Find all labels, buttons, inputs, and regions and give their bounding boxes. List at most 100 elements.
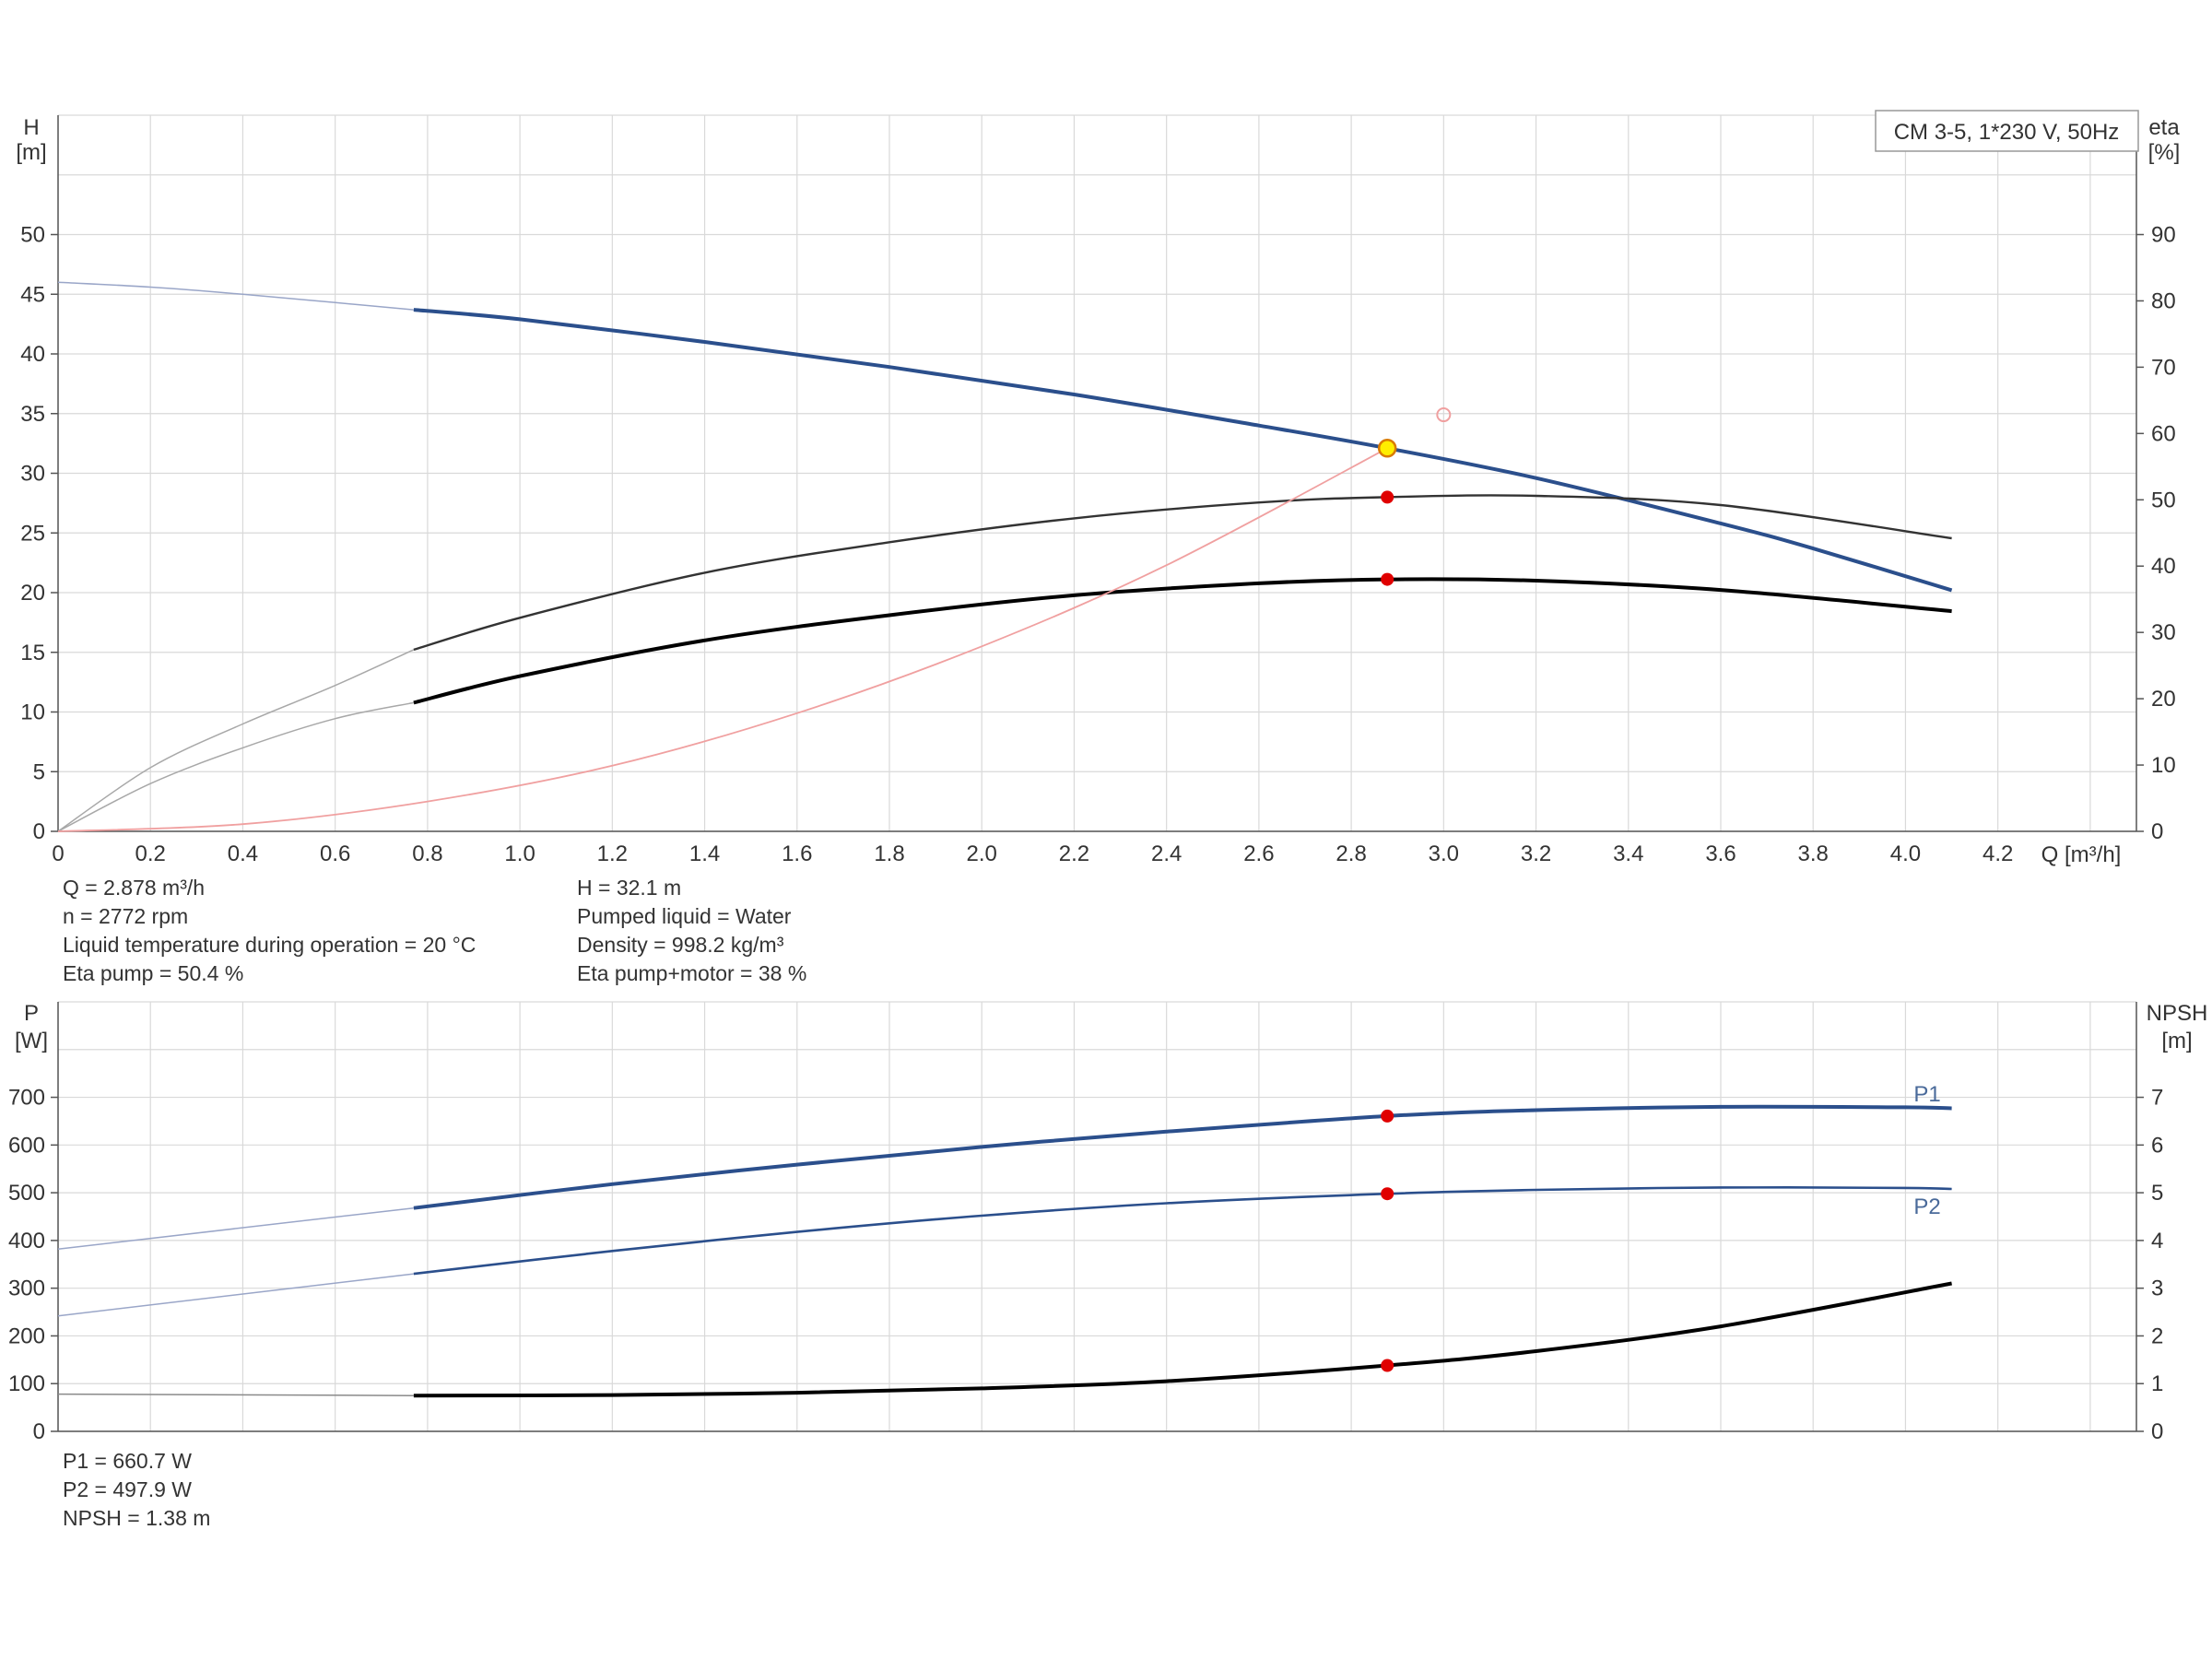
y-left-tick-label: 0 <box>33 819 45 844</box>
x-tick-label: 3.8 <box>1798 841 1829 866</box>
top-chart-curves <box>57 281 1953 832</box>
npsh-duty-marker <box>1381 1359 1394 1372</box>
info-eta-pump-motor: Eta pump+motor = 38 % <box>577 961 807 985</box>
y-left-tick-label: 20 <box>20 581 45 606</box>
info-npsh: NPSH = 1.38 m <box>63 1506 211 1530</box>
y-right-title-1: eta <box>2148 115 2180 140</box>
x-tick-label: 1.0 <box>504 841 535 866</box>
x-tick-label: 4.2 <box>1983 841 2013 866</box>
eta-pump-motor-extension-curve <box>57 701 415 832</box>
info-power: P1 = 660.7 W P2 = 497.9 W NPSH = 1.38 m <box>63 1447 210 1533</box>
bottom-chart-curves <box>57 1104 1952 1398</box>
y-right-tick-label: 6 <box>2151 1133 2163 1158</box>
npsh-extension-curve <box>57 1393 414 1396</box>
y-left-tick-label: 50 <box>20 223 45 248</box>
y-right-tick-label: 5 <box>2151 1181 2163 1206</box>
head-extension-curve <box>57 281 414 311</box>
x-tick-label: 1.6 <box>782 841 812 866</box>
y-right-tick-label: 60 <box>2151 421 2176 446</box>
y-left-tick-label: 700 <box>8 1086 45 1111</box>
y-right-unit-1: [%] <box>2148 140 2181 165</box>
y-left-tick-label: 10 <box>20 700 45 725</box>
duty-point-marker <box>1377 439 1397 458</box>
y-right-tick-label: 10 <box>2151 753 2176 778</box>
y-left-title-1: H <box>23 115 39 140</box>
y-left-unit-2: [W] <box>15 1029 48 1053</box>
p1-duty-marker <box>1381 1109 1394 1123</box>
y-left-tick-label: 25 <box>20 521 45 546</box>
info-column-right: H = 32.1 m Pumped liquid = Water Density… <box>577 874 806 988</box>
x-tick-label: 2.0 <box>967 841 997 866</box>
y-right-tick-label: 20 <box>2151 687 2176 712</box>
system-curve-curve <box>57 447 1388 832</box>
y-left-tick-label: 30 <box>20 462 45 487</box>
y-right-tick-label: 0 <box>2151 1419 2163 1444</box>
series-label-p2: P2 <box>1913 1194 1940 1219</box>
bottom-chart-markers <box>1381 1109 1394 1372</box>
y-left-tick-label: 5 <box>33 759 45 784</box>
top-chart-ticks: 0 0.2 0.4 0.6 0.8 1.0 1.2 1.4 1.6 1.8 2.0 2.2 2.4 2.6… <box>20 223 2175 867</box>
y-right-tick-label: 1 <box>2151 1371 2163 1396</box>
info-flow: Q = 2.878 m³/h <box>63 876 206 900</box>
y-right-tick-label: 0 <box>2151 819 2163 844</box>
x-tick-label: 1.2 <box>597 841 628 866</box>
y-right-unit-2: [m] <box>2161 1029 2192 1053</box>
y-left-tick-label: 200 <box>8 1324 45 1348</box>
y-right-tick-label: 50 <box>2151 488 2176 512</box>
series-0-extension-curve <box>57 1206 414 1250</box>
x-tick-label: 0.6 <box>320 841 350 866</box>
y-left-tick-label: 600 <box>8 1133 45 1158</box>
x-axis-title: Q [m³/h] <box>2041 842 2122 867</box>
y-right-tick-label: 80 <box>2151 288 2176 313</box>
bottom-chart-grid <box>57 1001 2137 1432</box>
info-p2: P2 = 497.9 W <box>63 1477 192 1501</box>
legend-box <box>1875 110 2139 152</box>
y-left-tick-label: 500 <box>8 1181 45 1206</box>
series-label-p1: P1 <box>1913 1082 1940 1107</box>
info-density: Density = 998.2 kg/m³ <box>577 933 784 957</box>
y-left-tick-label: 45 <box>20 282 45 307</box>
x-tick-label: 2.2 <box>1059 841 1089 866</box>
legend-text: CM 3-5, 1*230 V, 50Hz <box>1894 120 2120 145</box>
y-right-tick-label: 3 <box>2151 1277 2163 1301</box>
series-0-curve <box>413 1104 1952 1210</box>
x-tick-label: 1.8 <box>874 841 904 866</box>
x-tick-label: 3.6 <box>1705 841 1735 866</box>
head-curve <box>413 308 1953 593</box>
y-left-tick-label: 40 <box>20 342 45 367</box>
y-left-tick-label: 0 <box>33 1419 45 1444</box>
info-p1: P1 = 660.7 W <box>63 1449 192 1473</box>
info-head: H = 32.1 m <box>577 876 682 900</box>
x-tick-label: 1.4 <box>689 841 720 866</box>
efficiency-marker <box>1381 490 1394 504</box>
info-eta-pump: Eta pump = 50.4 % <box>63 961 244 985</box>
x-tick-label: 3.2 <box>1521 841 1551 866</box>
eta-pump-extension-curve <box>57 649 415 832</box>
y-right-title-2: NPSH <box>2147 1001 2208 1026</box>
y-right-tick-label: 90 <box>2151 223 2176 248</box>
npsh-curve <box>413 1281 1952 1398</box>
info-liquid-temperature: Liquid temperature during operation = 20… <box>63 933 477 957</box>
x-tick-label: 2.6 <box>1243 841 1274 866</box>
eta-pump-curve <box>413 494 1952 652</box>
y-right-tick-label: 70 <box>2151 355 2176 380</box>
p2-duty-marker <box>1381 1187 1394 1201</box>
top-chart-grid <box>57 114 2137 832</box>
y-right-tick-label: 40 <box>2151 554 2176 579</box>
y-left-tick-label: 15 <box>20 641 45 665</box>
x-tick-label: 3.0 <box>1429 841 1459 866</box>
y-left-tick-label: 100 <box>8 1371 45 1396</box>
x-tick-label: 0 <box>52 841 64 866</box>
series-1-extension-curve <box>57 1273 414 1317</box>
top-chart-markers <box>1377 407 1452 586</box>
x-tick-label: 0.2 <box>135 841 166 866</box>
requested-point-marker <box>1436 407 1452 423</box>
y-right-tick-label: 7 <box>2151 1086 2163 1111</box>
x-tick-label: 0.8 <box>412 841 442 866</box>
y-left-tick-label: 400 <box>8 1229 45 1253</box>
x-tick-label: 2.4 <box>1151 841 1182 866</box>
y-right-tick-label: 4 <box>2151 1229 2163 1253</box>
y-left-title-2: P <box>24 1001 39 1026</box>
info-column-left: Q = 2.878 m³/h n = 2772 rpm Liquid tempe… <box>63 874 476 988</box>
